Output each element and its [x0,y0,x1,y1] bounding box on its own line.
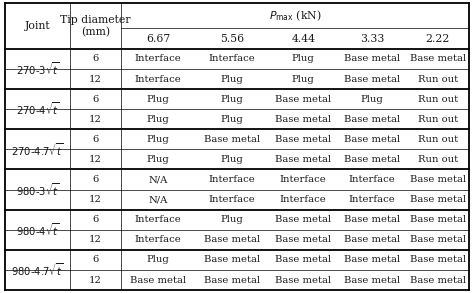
Text: Base metal: Base metal [410,175,466,184]
Text: Base metal: Base metal [410,195,466,204]
Text: 5.56: 5.56 [220,33,244,44]
Text: Base metal: Base metal [204,235,260,244]
Text: Base metal: Base metal [344,255,400,264]
Text: Base metal: Base metal [410,215,466,224]
Text: Plug: Plug [146,135,169,144]
Text: 6: 6 [92,95,99,104]
Text: Plug: Plug [220,115,243,124]
Text: N/A: N/A [148,175,168,184]
Text: Base metal: Base metal [275,155,331,164]
Text: Base metal: Base metal [204,135,260,144]
Text: Interface: Interface [135,215,181,224]
Text: Base metal: Base metal [344,54,400,63]
Text: 12: 12 [89,235,102,244]
Text: Run out: Run out [418,135,458,144]
Text: Plug: Plug [361,95,383,104]
Text: Base metal: Base metal [344,135,400,144]
Text: Plug: Plug [220,215,243,224]
Text: Plug: Plug [146,155,169,164]
Text: Base metal: Base metal [275,275,331,285]
Text: Plug: Plug [220,95,243,104]
Text: $270\text{-}4.7\sqrt{t}$: $270\text{-}4.7\sqrt{t}$ [11,141,64,158]
Text: 12: 12 [89,155,102,164]
Text: Base metal: Base metal [275,235,331,244]
Text: Base metal: Base metal [344,235,400,244]
Text: 6: 6 [92,255,99,264]
Text: 12: 12 [89,74,102,84]
Text: 6: 6 [92,54,99,63]
Text: 12: 12 [89,275,102,285]
Text: 2.22: 2.22 [426,33,450,44]
Text: Plug: Plug [220,74,243,84]
Text: Joint: Joint [25,21,50,31]
Text: Base metal: Base metal [275,95,331,104]
Text: Plug: Plug [292,74,315,84]
Text: Plug: Plug [146,95,169,104]
Text: 12: 12 [89,115,102,124]
Text: Interface: Interface [348,195,395,204]
Text: Run out: Run out [418,74,458,84]
Text: Base metal: Base metal [275,115,331,124]
Text: $980\text{-}4.7\sqrt{t}$: $980\text{-}4.7\sqrt{t}$ [11,262,64,278]
Text: 12: 12 [89,195,102,204]
Text: Base metal: Base metal [410,54,466,63]
Text: Base metal: Base metal [275,215,331,224]
Text: Interface: Interface [135,74,181,84]
Text: Base metal: Base metal [275,255,331,264]
Text: Base metal: Base metal [410,275,466,285]
Text: Plug: Plug [292,54,315,63]
Text: Interface: Interface [209,195,255,204]
Text: 6: 6 [92,135,99,144]
Text: Plug: Plug [220,155,243,164]
Text: Run out: Run out [418,115,458,124]
Text: $980\text{-}3\sqrt{t}$: $980\text{-}3\sqrt{t}$ [16,181,59,198]
Text: Base metal: Base metal [204,275,260,285]
Text: $270\text{-}4\sqrt{t}$: $270\text{-}4\sqrt{t}$ [16,101,59,117]
Text: Base metal: Base metal [344,155,400,164]
Text: Base metal: Base metal [344,115,400,124]
Text: Base metal: Base metal [130,275,186,285]
Text: Run out: Run out [418,155,458,164]
Text: 6: 6 [92,175,99,184]
Text: Interface: Interface [209,175,255,184]
Text: 6.67: 6.67 [146,33,170,44]
Text: 4.44: 4.44 [292,33,315,44]
Text: Interface: Interface [135,235,181,244]
Text: $270\text{-}3\sqrt{t}$: $270\text{-}3\sqrt{t}$ [16,61,59,77]
Text: $P_{\mathrm{max}}$ (kN): $P_{\mathrm{max}}$ (kN) [269,8,321,23]
Text: N/A: N/A [148,195,168,204]
Text: 6: 6 [92,215,99,224]
Text: Interface: Interface [209,54,255,63]
Text: Base metal: Base metal [344,215,400,224]
Text: Plug: Plug [146,115,169,124]
Text: $980\text{-}4\sqrt{t}$: $980\text{-}4\sqrt{t}$ [16,222,59,238]
Text: Base metal: Base metal [344,74,400,84]
Text: Interface: Interface [280,175,327,184]
Text: Run out: Run out [418,95,458,104]
Text: Plug: Plug [146,255,169,264]
Text: Base metal: Base metal [204,255,260,264]
Text: Interface: Interface [280,195,327,204]
Text: Interface: Interface [348,175,395,184]
Text: Base metal: Base metal [410,235,466,244]
Text: Base metal: Base metal [275,135,331,144]
Text: Base metal: Base metal [344,275,400,285]
Text: Base metal: Base metal [410,255,466,264]
Text: Tip diameter
(mm): Tip diameter (mm) [60,15,131,37]
Text: Interface: Interface [135,54,181,63]
Text: 3.33: 3.33 [360,33,384,44]
